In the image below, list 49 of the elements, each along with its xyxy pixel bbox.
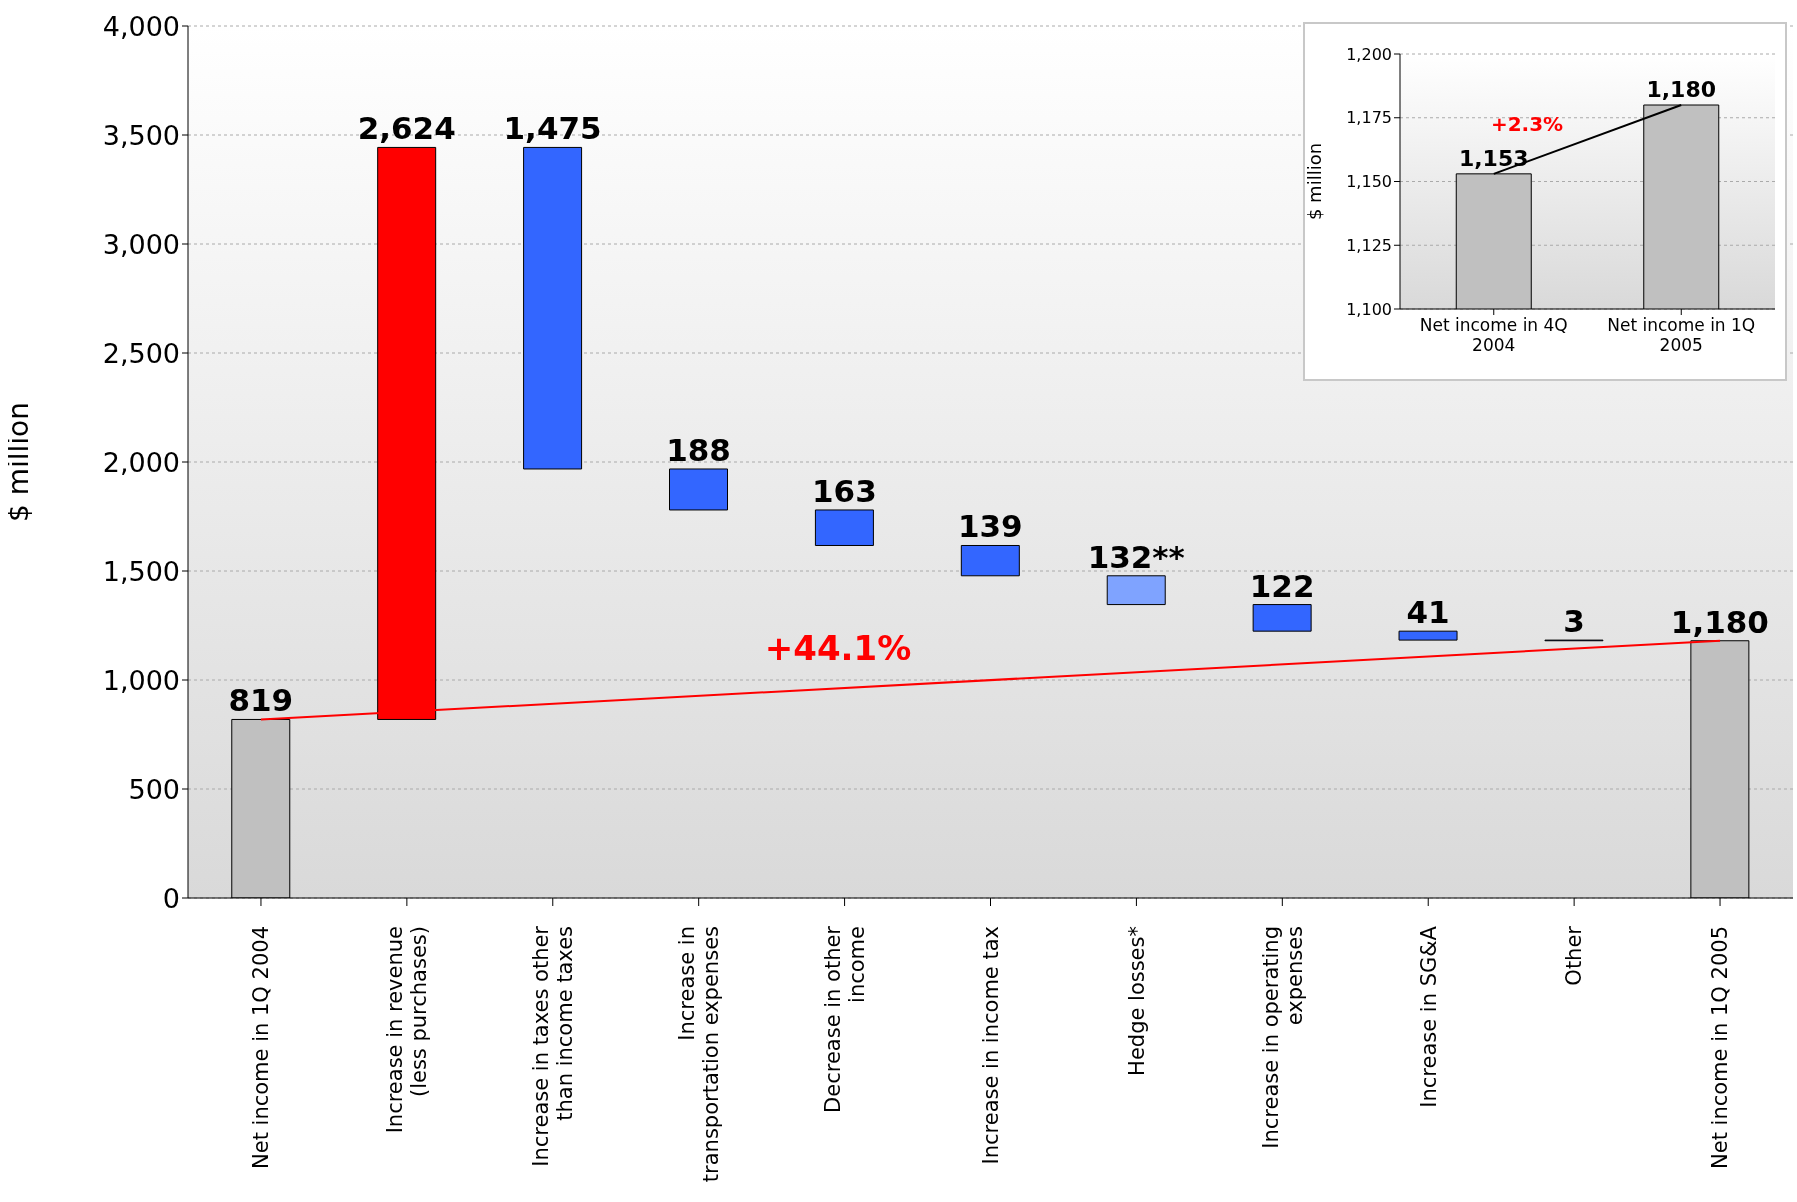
x-tick-label: Net income in 1Q 2005 [1607, 315, 1756, 356]
x-tick-label: Increase in taxes other than income taxes [529, 925, 578, 1167]
data-label: 1,180 [1646, 77, 1717, 102]
bar [960, 544, 1020, 577]
x-tick-label: Net income in 1Q 2005 [1708, 926, 1733, 1169]
y-tick-label: 500 [128, 773, 180, 805]
data-label: 139 [957, 508, 1023, 545]
data-label: 132** [1087, 538, 1185, 575]
y-tick-label: 1,100 [1346, 299, 1392, 319]
x-tick-label: Increase in SG&A [1416, 925, 1441, 1108]
data-label: 1,180 [1670, 603, 1769, 640]
x-tick-label: Net income in 1Q 2004 [249, 926, 274, 1169]
y-axis-title: $ million [1304, 142, 1326, 221]
bar [814, 509, 874, 546]
y-tick-label: 2,000 [102, 446, 180, 478]
y-tick-label: 0 [162, 882, 180, 914]
data-label: 2,624 [357, 110, 456, 147]
y-tick-label: 3,000 [102, 228, 180, 260]
x-tick-label: Other [1562, 925, 1587, 986]
data-label: 1,475 [503, 110, 602, 147]
bar [1106, 575, 1166, 606]
data-label: 3 [1563, 603, 1585, 640]
x-tick-label: Increase in revenue (less purchases) [383, 926, 432, 1134]
bar [1398, 630, 1458, 641]
x-tick-label: Decrease in other income [820, 925, 870, 1113]
y-tick-label: 3,500 [102, 119, 180, 151]
y-tick-label: 1,000 [102, 664, 180, 696]
x-tick-label: Hedge losses* [1124, 926, 1149, 1076]
y-tick-label: 1,500 [102, 555, 180, 587]
x-tick-label: Increase in operating expenses [1258, 926, 1307, 1149]
x-tick-label: Increase in income tax [978, 926, 1003, 1165]
data-label: 1,153 [1458, 145, 1529, 171]
bar [1252, 604, 1312, 632]
y-tick-label: 1,150 [1346, 172, 1392, 192]
annotation: +2.3% [1490, 112, 1564, 136]
data-label: 122 [1249, 567, 1315, 604]
bar [669, 468, 728, 511]
data-label: 188 [666, 431, 731, 468]
data-label: 819 [228, 682, 294, 719]
data-label: 41 [1406, 594, 1450, 631]
y-tick-label: 4,000 [102, 10, 180, 42]
y-tick-label: 1,200 [1346, 44, 1392, 64]
data-label: 163 [812, 472, 877, 509]
annotation: +44.1% [764, 628, 912, 668]
y-tick-label: 1,175 [1346, 108, 1392, 128]
bar [523, 146, 583, 470]
y-tick-label: 1,125 [1346, 235, 1392, 255]
x-tick-label: Net income in 4Q 2004 [1419, 315, 1568, 356]
y-tick-label: 2,500 [102, 337, 180, 369]
